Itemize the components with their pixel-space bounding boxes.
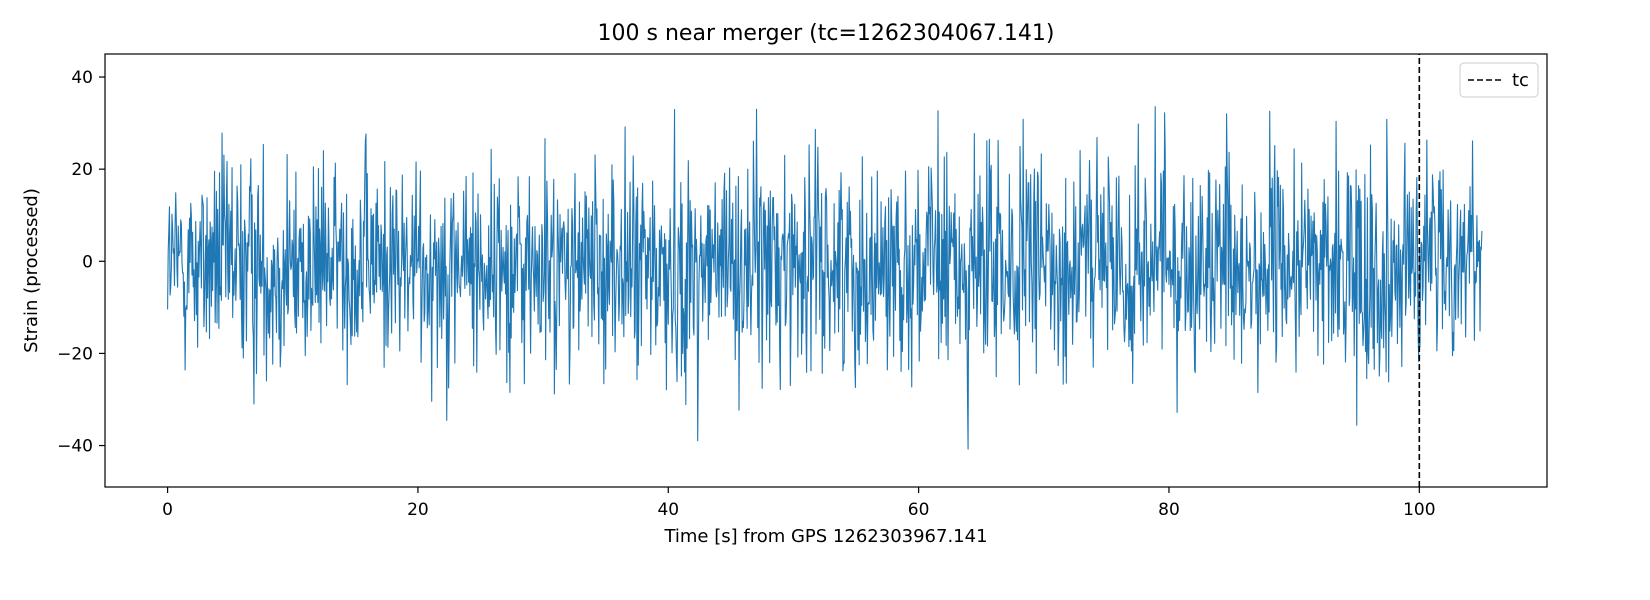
y-tick-label: 40 [71,68,93,88]
plot-frame [104,53,1548,488]
x-tick-label: 0 [162,500,173,520]
strain-series-line [167,106,1483,450]
x-tick-label: 100 [1403,500,1435,520]
y-tick-label: −20 [57,344,93,364]
x-axis-label: Time [s] from GPS 1262303967.141 [663,526,987,547]
y-axis-label: Strain (processed) [21,188,42,353]
x-tick-label: 20 [407,500,429,520]
y-tick-label: −40 [57,437,93,457]
x-tick-label: 60 [908,500,930,520]
y-tick-label: 0 [82,252,93,272]
legend-label-tc: tc [1512,70,1529,91]
legend: tc [1459,62,1539,98]
x-axis: 0 20 40 60 80 100 [162,487,1436,520]
x-tick-label: 40 [657,500,679,520]
y-axis: −40 −20 0 20 40 [57,68,105,457]
x-tick-label: 80 [1158,500,1180,520]
chart-title: 100 s near merger (tc=1262304067.141) [598,21,1055,46]
y-tick-label: 20 [71,160,93,180]
plot-area [167,54,1483,487]
